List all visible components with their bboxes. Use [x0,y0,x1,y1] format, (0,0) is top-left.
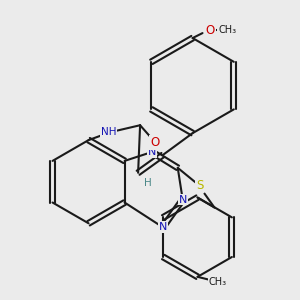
Text: H: H [144,178,152,188]
Text: H: H [149,140,157,150]
Text: CH₃: CH₃ [208,277,226,287]
Text: N: N [148,147,156,157]
Text: N: N [178,194,187,205]
Text: O: O [150,136,160,148]
Text: S: S [196,179,203,192]
Text: O: O [206,24,215,37]
Text: CH₃: CH₃ [218,25,236,35]
Text: NH: NH [100,127,116,137]
Text: N: N [159,222,167,232]
